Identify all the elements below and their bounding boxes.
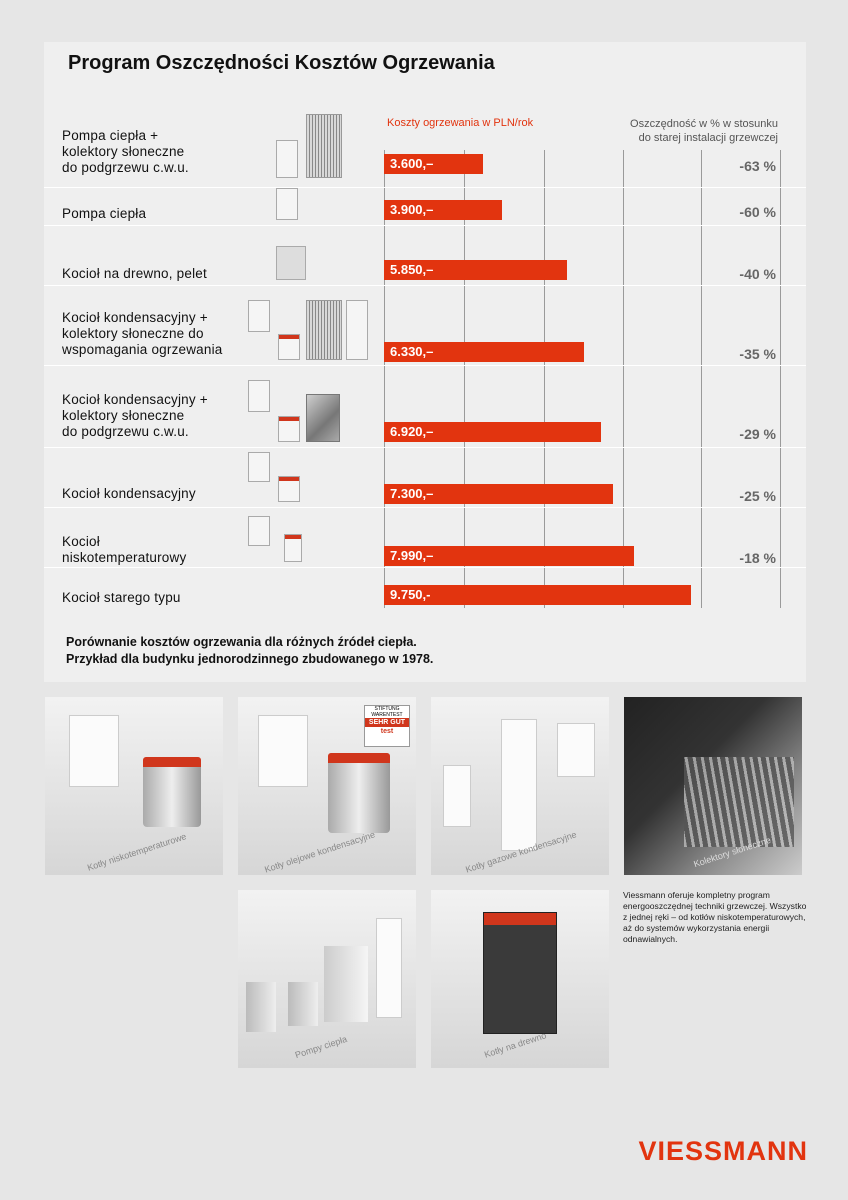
saving-value: -18 % [739, 550, 776, 566]
row-condensing-boiler: Kocioł kondensacyjny 7.300,– -25 % [44, 448, 806, 508]
row-label: Pompa ciepła [62, 206, 147, 221]
photo-caption: Pompy ciepła [293, 1033, 349, 1061]
flat-collector-icon [306, 394, 340, 442]
heat-pump-image [376, 918, 402, 1018]
photo-wood-boilers: Kotły na drewno [431, 890, 609, 1068]
grid-line [544, 150, 545, 608]
row-old-boiler: Kocioł starego typu 9.750,- [44, 568, 806, 608]
saving-value: -40 % [739, 266, 776, 282]
photo-caption: Kotły olejowe kondensacyjne [263, 829, 377, 875]
heat-pump-image [288, 982, 318, 1026]
badge-line2: WARENTEST [371, 712, 403, 718]
tube-collector-image [684, 757, 794, 847]
wall-boiler-icon [248, 516, 270, 546]
wood-boiler-image [483, 912, 557, 1034]
grid-line [384, 150, 385, 608]
comparison-panel: Program Oszczędności Kosztów Ogrzewania … [44, 42, 806, 682]
row-divider [44, 447, 806, 448]
cost-bar: 3.900,– [384, 200, 502, 220]
caption-line2: Przykład dla budynku jednorodzinnego zbu… [66, 652, 434, 666]
page-title: Program Oszczędności Kosztów Ogrzewania [68, 52, 495, 74]
photo-solar-collectors: Kolektory słoneczne [624, 697, 802, 875]
wall-boiler-icon [248, 300, 270, 332]
row-label: Kocioł starego typu [62, 590, 181, 605]
heat-pump-image [246, 982, 276, 1032]
row-condensing-solar-heating: Kocioł kondensacyjny + kolektory słonecz… [44, 286, 806, 366]
boiler-image [443, 765, 471, 827]
row-divider [44, 285, 806, 286]
row-divider [44, 365, 806, 366]
saving-value: -25 % [739, 488, 776, 504]
savings-header-line2: do starej instalacji grzewczej [638, 132, 778, 144]
row-label: Kocioł niskotemperaturowy [62, 534, 187, 565]
floor-boiler-image [328, 753, 390, 833]
row-condensing-solar-water: Kocioł kondensacyjny + kolektory słonecz… [44, 366, 806, 448]
saving-value: -60 % [739, 204, 776, 220]
savings-column-header: Oszczędność w % w stosunku do starej ins… [630, 117, 778, 145]
badge-line1: STIFTUNG [374, 706, 400, 712]
wall-boiler-icon [248, 452, 270, 482]
badge-rating: SEHR GUT [365, 718, 409, 727]
cost-bar: 5.850,– [384, 260, 567, 280]
photo-oil-condensing-boilers: STIFTUNG WARENTEST SEHR GUT test Kotły o… [238, 697, 416, 875]
solar-collector-icon [306, 300, 342, 360]
saving-value: -63 % [739, 158, 776, 174]
floor-boiler-icon [284, 534, 302, 562]
row-wood-pellet-boiler: Kocioł na drewno, pelet 5.850,– -40 % [44, 226, 806, 286]
bar-column-header: Koszty ogrzewania w PLN/rok [387, 117, 534, 129]
cost-bar: 9.750,- [384, 585, 691, 605]
wood-boiler-icon [276, 246, 306, 280]
row-divider [44, 187, 806, 188]
heat-pump-icon [276, 188, 298, 220]
chart-caption: Porównanie kosztów ogrzewania dla różnyc… [66, 634, 433, 668]
wall-boiler-image [69, 715, 119, 787]
cost-bar: 3.600,– [384, 154, 483, 174]
cost-bar: 7.990,– [384, 546, 634, 566]
saving-value: -29 % [739, 426, 776, 442]
floor-boiler-image [143, 757, 201, 827]
wall-boiler-icon [248, 380, 270, 412]
row-label: Kocioł kondensacyjny [62, 486, 196, 501]
info-text: Viessmann oferuje kompletny program ener… [623, 890, 807, 944]
grid-line [701, 150, 702, 608]
grid-line [464, 150, 465, 608]
heat-pump-icon [276, 140, 298, 178]
floor-boiler-icon [278, 416, 300, 442]
test-badge: STIFTUNG WARENTEST SEHR GUT test [364, 705, 410, 747]
caption-line1: Porównanie kosztów ogrzewania dla różnyc… [66, 635, 417, 649]
grid-line [623, 150, 624, 608]
boiler-image [501, 719, 537, 851]
viessmann-logo: VIESSMANN [638, 1136, 808, 1166]
row-label: Kocioł kondensacyjny + kolektory słonecz… [62, 310, 223, 357]
photo-caption: Kotły na drewno [483, 1030, 548, 1060]
wall-boiler-image [258, 715, 308, 787]
photo-heat-pumps: Pompy ciepła [238, 890, 416, 1068]
photo-caption: Kotły niskotemperaturowe [85, 831, 188, 873]
heat-pump-image [324, 946, 368, 1022]
photo-low-temperature-boilers: Kotły niskotemperaturowe [45, 697, 223, 875]
row-heat-pump-solar: Pompa ciepła + kolektory słoneczne do po… [44, 100, 806, 188]
cost-bar: 7.300,– [384, 484, 613, 504]
floor-boiler-icon [278, 476, 300, 502]
floor-boiler-icon [278, 334, 300, 360]
row-divider [44, 225, 806, 226]
cost-bar: 6.330,– [384, 342, 584, 362]
row-heat-pump: Pompa ciepła 3.900,– -60 % [44, 188, 806, 226]
storage-tank-icon [346, 300, 368, 360]
cost-bar: 6.920,– [384, 422, 601, 442]
row-low-temperature-boiler: Kocioł niskotemperaturowy 7.990,– -18 % [44, 508, 806, 568]
row-divider [44, 567, 806, 568]
row-divider [44, 507, 806, 508]
badge-test: test [380, 728, 394, 735]
row-label: Kocioł kondensacyjny + kolektory słonecz… [62, 392, 208, 439]
row-label: Pompa ciepła + kolektory słoneczne do po… [62, 128, 189, 175]
row-label: Kocioł na drewno, pelet [62, 266, 207, 281]
solar-collector-icon [306, 114, 342, 178]
boiler-image [557, 723, 595, 777]
savings-header-line1: Oszczędność w % w stosunku [630, 118, 778, 130]
photo-gas-condensing-boilers: Kotły gazowe kondensacyjne [431, 697, 609, 875]
grid-line [780, 150, 781, 608]
saving-value: -35 % [739, 346, 776, 362]
